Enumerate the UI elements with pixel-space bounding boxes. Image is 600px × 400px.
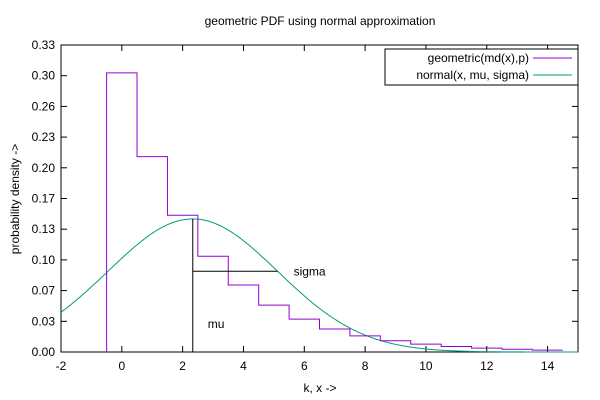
y-tick-label: 0.20 bbox=[32, 161, 56, 175]
legend-box bbox=[384, 48, 579, 86]
x-axis-label: k, x -> bbox=[303, 381, 336, 395]
legend-label-geometric: geometric(md(x),p) bbox=[428, 51, 529, 65]
y-tick-label: 0.26 bbox=[32, 99, 56, 113]
y-axis-label: probability density -> bbox=[8, 144, 22, 254]
y-tick-label: 0.30 bbox=[32, 69, 56, 83]
x-tick-label: 4 bbox=[240, 359, 247, 373]
x-tick-label: 8 bbox=[362, 359, 369, 373]
annotation-layer: mu sigma bbox=[192, 218, 326, 352]
y-tick-label: 0.10 bbox=[32, 253, 56, 267]
x-tick-label: 0 bbox=[118, 359, 125, 373]
legend: geometric(md(x),p) normal(x, mu, sigma) bbox=[384, 48, 579, 86]
x-axis: -2 0 2 4 6 8 10 12 14 bbox=[56, 45, 555, 373]
plot-border bbox=[60, 44, 579, 353]
y-tick-label: 0.13 bbox=[32, 222, 56, 236]
legend-label-normal: normal(x, mu, sigma) bbox=[416, 68, 529, 82]
sigma-label: sigma bbox=[294, 264, 326, 278]
y-tick-label: 0.23 bbox=[32, 130, 56, 144]
y-tick-label: 0.17 bbox=[32, 192, 56, 206]
y-tick-label: 0.03 bbox=[32, 314, 56, 328]
y-tick-label: 0.33 bbox=[32, 38, 56, 52]
y-tick-label: 0.00 bbox=[32, 345, 56, 359]
y-axis: 0.00 0.03 0.07 0.10 0.13 0.17 0.20 0.23 0.26 0.30… bbox=[32, 38, 578, 359]
geometric-step-line bbox=[106, 72, 563, 352]
series-layer bbox=[60, 72, 578, 353]
x-tick-label: 14 bbox=[541, 359, 555, 373]
x-tick-label: -2 bbox=[56, 359, 67, 373]
x-tick-label: 12 bbox=[480, 359, 494, 373]
mu-label: mu bbox=[208, 317, 225, 331]
y-tick-label: 0.07 bbox=[32, 284, 56, 298]
x-tick-label: 10 bbox=[419, 359, 433, 373]
chart-title: geometric PDF using normal approximation bbox=[205, 14, 436, 28]
normal-curve bbox=[60, 218, 578, 353]
plot-frame bbox=[60, 44, 579, 353]
x-tick-label: 6 bbox=[301, 359, 308, 373]
x-tick-label: 2 bbox=[179, 359, 186, 373]
